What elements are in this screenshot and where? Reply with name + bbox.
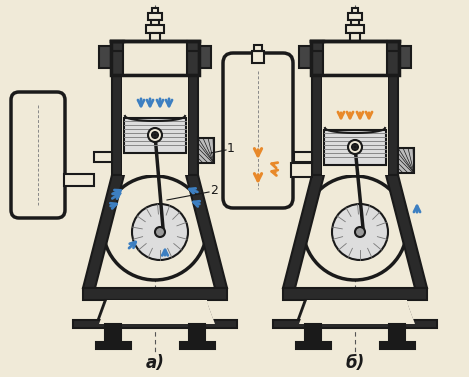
Bar [146,25,164,33]
Bar [124,118,186,153]
Bar [180,342,215,349]
Bar [111,41,199,51]
Bar [148,13,162,20]
Circle shape [355,227,365,237]
Bar [399,46,411,68]
Bar [189,324,205,342]
Bar [294,152,312,162]
Circle shape [153,133,157,136]
Bar [252,51,264,63]
Circle shape [303,176,407,280]
Bar [348,13,362,20]
Bar [380,342,415,349]
FancyBboxPatch shape [18,99,58,211]
Text: а): а) [145,354,165,372]
Bar [299,46,311,68]
Bar [283,288,427,300]
Bar [312,75,322,175]
Bar [64,174,94,186]
Bar [350,33,360,41]
Bar [99,46,111,68]
Circle shape [152,132,158,138]
Bar [351,20,359,25]
Polygon shape [97,300,213,322]
Circle shape [148,128,162,142]
Bar [254,45,262,51]
Bar [83,288,227,300]
Bar [398,148,414,173]
FancyBboxPatch shape [232,62,284,199]
Bar [389,324,405,342]
Bar [324,130,386,165]
FancyBboxPatch shape [223,53,293,208]
Bar [111,41,123,75]
Bar [311,41,323,75]
Bar [122,75,188,175]
Polygon shape [283,175,324,288]
Bar [112,75,122,175]
Bar [311,41,399,51]
Bar [387,41,399,75]
Polygon shape [100,300,210,319]
Polygon shape [386,175,427,288]
Circle shape [354,146,356,149]
Circle shape [332,204,388,260]
Circle shape [132,204,188,260]
Polygon shape [297,300,413,322]
Bar [96,342,131,349]
Bar [296,342,331,349]
Circle shape [103,176,207,280]
Bar [151,20,159,25]
Text: 1: 1 [227,141,235,155]
Bar [152,8,158,13]
Text: 2: 2 [210,184,218,196]
Bar [123,41,187,75]
Bar [305,324,321,342]
Polygon shape [83,175,124,288]
Bar [111,41,199,75]
Bar [322,75,388,175]
Bar [352,8,358,13]
Polygon shape [299,302,415,324]
Bar [273,320,437,328]
Bar [188,75,198,175]
Text: б): б) [345,354,364,372]
Polygon shape [186,175,227,288]
Circle shape [155,227,165,237]
Circle shape [348,140,362,154]
Polygon shape [99,302,215,324]
Bar [198,138,214,163]
Polygon shape [300,300,410,319]
Bar [291,163,312,177]
Bar [94,152,112,162]
Bar [311,41,399,75]
FancyBboxPatch shape [11,92,65,218]
Bar [105,324,121,342]
Bar [73,320,237,328]
Bar [187,41,199,75]
Bar [199,46,211,68]
Bar [150,33,160,41]
Bar [346,25,364,33]
Circle shape [352,144,358,150]
Bar [388,75,398,175]
Bar [323,41,387,75]
